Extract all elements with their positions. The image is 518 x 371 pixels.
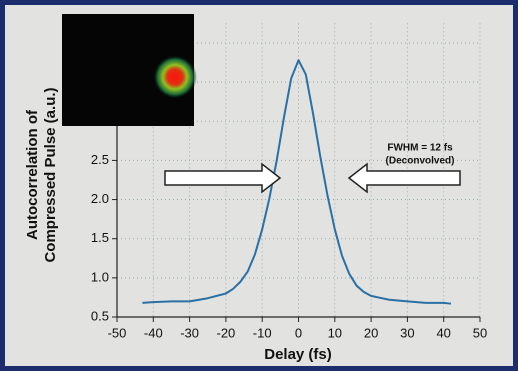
y-tick-label: 1.0 <box>91 269 109 284</box>
beam-spot <box>153 55 197 99</box>
y-axis-label: Compressed Pulse (a.u.) <box>42 87 59 262</box>
x-tick-label: 20 <box>364 325 378 340</box>
annotation: FWHM = 12 fs <box>387 143 453 154</box>
x-tick-label: 30 <box>400 325 414 340</box>
x-tick-label: -40 <box>144 325 163 340</box>
y-axis-label: Autocorrelation of <box>24 109 41 240</box>
x-tick-label: 40 <box>436 325 450 340</box>
x-tick-label: -50 <box>108 325 127 340</box>
x-tick-label: -20 <box>217 325 236 340</box>
x-axis-label: Delay (fs) <box>264 346 332 363</box>
chart: 0.51.01.52.02.5334-50-40-30-20-100102030… <box>0 0 518 371</box>
x-tick-label: 10 <box>328 325 342 340</box>
x-tick-label: -10 <box>253 325 272 340</box>
y-tick-label: 2.0 <box>91 191 109 206</box>
x-tick-label: 50 <box>473 325 487 340</box>
y-tick-label: 1.5 <box>91 230 109 245</box>
x-tick-label: 0 <box>295 325 302 340</box>
y-tick-label: 2.5 <box>91 152 109 167</box>
annotation: (Deconvolved) <box>386 156 455 167</box>
y-tick-label: 0.5 <box>91 308 109 323</box>
x-tick-label: -30 <box>180 325 199 340</box>
